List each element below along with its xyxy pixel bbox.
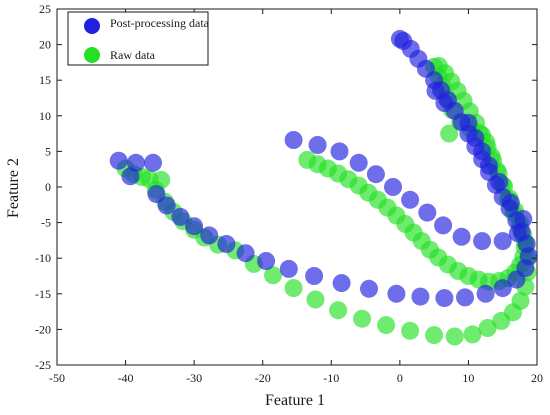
point-post-processing-data	[411, 287, 430, 306]
y-axis-label: Feature 2	[5, 158, 22, 218]
point-post-processing-data	[390, 29, 409, 48]
point-post-processing-data	[349, 153, 368, 172]
point-post-processing-data	[171, 207, 190, 226]
y-tick-label: -10	[35, 251, 51, 265]
point-post-processing-data	[366, 165, 385, 184]
point-post-processing-data	[473, 232, 492, 251]
y-tick-label: 15	[39, 73, 51, 87]
point-post-processing-data	[305, 267, 324, 285]
legend-swatch-raw-data	[84, 47, 100, 63]
legend-label-raw-data: Raw data	[110, 48, 156, 62]
point-post-processing-data	[121, 167, 140, 186]
data-points	[109, 29, 538, 346]
legend-label-post-processing: Post-processing data	[110, 16, 210, 30]
point-post-processing-data	[308, 136, 327, 154]
point-post-processing-data	[401, 190, 420, 209]
y-tick-label: 20	[39, 38, 51, 52]
x-tick-label: 0	[397, 371, 403, 385]
point-post-processing-data	[330, 142, 349, 161]
point-post-processing-data	[459, 113, 478, 132]
point-post-processing-data	[476, 284, 495, 303]
point-post-processing-data	[257, 252, 276, 270]
y-tick-label: 0	[45, 180, 51, 194]
x-axis-label: Feature 1	[265, 392, 325, 409]
point-raw-data	[353, 309, 372, 328]
x-tick-label: -30	[186, 371, 202, 385]
point-post-processing-data	[456, 288, 474, 307]
legend-swatch-post-processing	[84, 18, 100, 34]
point-post-processing-data	[185, 217, 204, 236]
point-post-processing-data	[508, 224, 527, 243]
point-post-processing-data	[200, 226, 219, 245]
point-raw-data	[401, 321, 420, 340]
x-tick-label: -40	[118, 371, 134, 385]
y-tick-label: -25	[35, 358, 51, 372]
point-post-processing-data	[109, 151, 128, 170]
y-tick-label: 10	[39, 109, 51, 123]
point-raw-data	[511, 291, 530, 310]
point-post-processing-data	[332, 274, 351, 293]
point-raw-data	[463, 325, 482, 344]
y-tick-label: 5	[45, 144, 51, 158]
x-tick-label: 10	[462, 371, 474, 385]
point-raw-data	[284, 279, 303, 298]
point-raw-data	[445, 327, 464, 346]
y-tick-label: -15	[35, 287, 51, 301]
point-post-processing-data	[418, 203, 437, 222]
point-post-processing-data	[493, 279, 512, 298]
x-tick-label: -50	[49, 371, 65, 385]
point-post-processing-data	[144, 153, 162, 172]
point-post-processing-data	[466, 128, 485, 147]
point-post-processing-data	[434, 216, 453, 235]
point-post-processing-data	[435, 289, 454, 308]
point-post-processing-data	[126, 153, 145, 172]
point-post-processing-data	[501, 193, 520, 212]
point-raw-data	[264, 266, 282, 285]
x-tick-label: -10	[323, 371, 339, 385]
point-post-processing-data	[279, 259, 298, 278]
point-post-processing-data	[490, 173, 509, 191]
point-post-processing-data	[284, 131, 303, 149]
point-post-processing-data	[480, 156, 498, 175]
y-tick-label: 25	[39, 2, 51, 16]
y-tick-label: -5	[41, 216, 51, 230]
point-raw-data	[478, 319, 497, 337]
point-post-processing-data	[147, 185, 166, 204]
point-raw-data	[425, 326, 444, 345]
point-post-processing-data	[387, 284, 406, 303]
point-raw-data	[440, 124, 459, 143]
point-raw-data	[329, 301, 348, 320]
y-tick-label: -20	[35, 322, 51, 336]
point-post-processing-data	[384, 178, 402, 196]
point-post-processing-data	[217, 235, 236, 253]
point-raw-data	[377, 316, 396, 335]
point-post-processing-data	[514, 210, 533, 228]
x-tick-label: 20	[531, 371, 543, 385]
axis-ticks: -50 -40 -30 -20 -10 0 10 20-25-20-15-10-5051015…	[35, 2, 543, 385]
point-post-processing-data	[157, 196, 176, 215]
point-post-processing-data	[435, 94, 454, 112]
point-post-processing-data	[360, 279, 378, 298]
point-raw-data	[306, 290, 325, 309]
point-post-processing-data	[473, 142, 492, 161]
legend: Post-processing data Raw data	[67, 11, 210, 66]
x-tick-label: -20	[255, 371, 271, 385]
point-post-processing-data	[493, 232, 512, 251]
point-post-processing-data	[236, 244, 255, 263]
point-post-processing-data	[452, 227, 471, 246]
